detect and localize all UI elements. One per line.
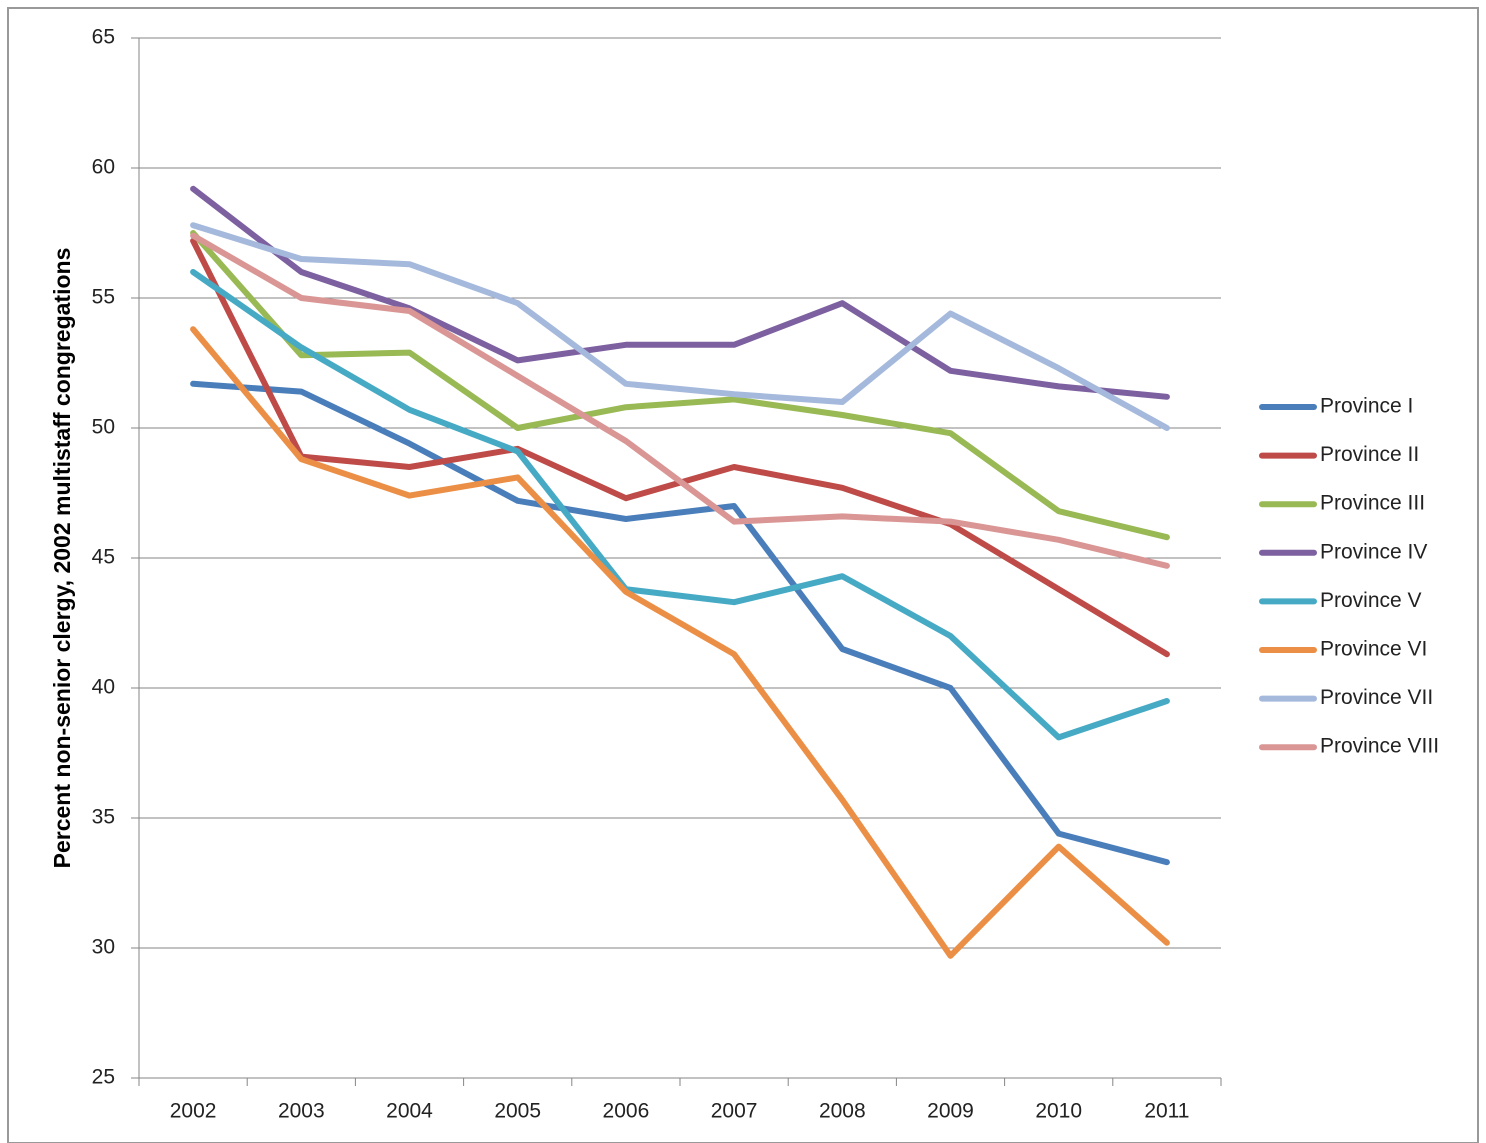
y-tick-label: 50 (92, 416, 115, 439)
series-line (190, 380, 1170, 866)
x-tick-label: 2006 (603, 1100, 650, 1123)
chart-frame (7, 7, 1479, 1143)
x-tick-label: 2004 (386, 1100, 433, 1123)
series-line (190, 222, 1170, 431)
legend-label: Province VIII (1320, 735, 1439, 758)
series-line (190, 230, 1170, 541)
x-tick-label: 2010 (1035, 1100, 1082, 1123)
legend-label: Province I (1320, 395, 1413, 418)
y-tick-label: 60 (92, 156, 115, 179)
legend-label: Province II (1320, 443, 1419, 466)
legend-label: Province III (1320, 492, 1425, 515)
legend-label: Province V (1320, 589, 1422, 612)
y-tick-label: 40 (92, 676, 115, 699)
legend-label: Province IV (1320, 540, 1427, 563)
x-tick-label: 2005 (494, 1100, 541, 1123)
x-tick-label: 2009 (927, 1100, 974, 1123)
y-tick-label: 45 (92, 546, 115, 569)
legend-label: Province VI (1320, 638, 1427, 661)
y-axis-title: Percent non-senior clergy, 2002 multista… (49, 248, 75, 869)
x-tick-label: 2011 (1144, 1100, 1189, 1123)
x-tick-label: 2003 (278, 1100, 325, 1123)
y-tick-label: 30 (92, 936, 115, 959)
y-tick-label: 55 (92, 286, 115, 309)
x-tick-label: 2002 (170, 1100, 217, 1123)
legend-label: Province VII (1320, 686, 1433, 709)
series-line (190, 326, 1170, 959)
y-tick-label: 65 (92, 26, 115, 49)
series-line (190, 269, 1170, 741)
series-line (190, 232, 1170, 569)
x-tick-label: 2008 (819, 1100, 866, 1123)
series-line (190, 185, 1170, 400)
x-tick-label: 2007 (711, 1100, 758, 1123)
y-tick-label: 35 (92, 806, 115, 829)
y-tick-label: 25 (92, 1066, 115, 1089)
